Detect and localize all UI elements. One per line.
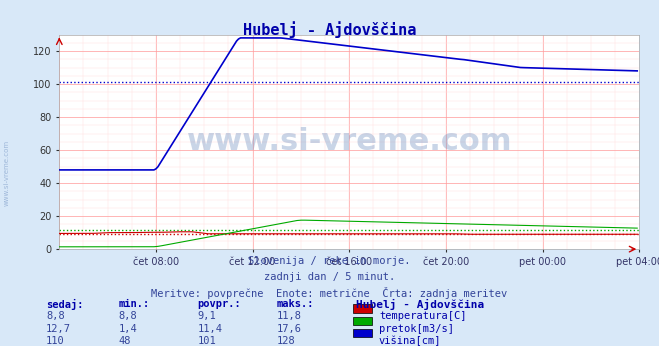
- Text: povpr.:: povpr.:: [198, 299, 241, 309]
- Text: 8,8: 8,8: [119, 311, 137, 321]
- Text: Hubelj - Ajdovščina: Hubelj - Ajdovščina: [243, 21, 416, 38]
- Text: 101: 101: [198, 336, 216, 346]
- Text: višina[cm]: višina[cm]: [379, 336, 442, 346]
- Text: Hubelj - Ajdovščina: Hubelj - Ajdovščina: [356, 299, 484, 310]
- Text: 9,1: 9,1: [198, 311, 216, 321]
- Text: Meritve: povprečne  Enote: metrične  Črta: zadnja meritev: Meritve: povprečne Enote: metrične Črta:…: [152, 287, 507, 299]
- Text: www.si-vreme.com: www.si-vreme.com: [3, 140, 10, 206]
- Text: maks.:: maks.:: [277, 299, 314, 309]
- Text: Slovenija / reke in morje.: Slovenija / reke in morje.: [248, 256, 411, 266]
- Text: www.si-vreme.com: www.si-vreme.com: [186, 127, 512, 156]
- Text: 1,4: 1,4: [119, 324, 137, 334]
- Text: sedaj:: sedaj:: [46, 299, 84, 310]
- Text: 11,8: 11,8: [277, 311, 302, 321]
- Text: zadnji dan / 5 minut.: zadnji dan / 5 minut.: [264, 272, 395, 282]
- Text: 17,6: 17,6: [277, 324, 302, 334]
- Text: 11,4: 11,4: [198, 324, 223, 334]
- Text: 12,7: 12,7: [46, 324, 71, 334]
- Text: temperatura[C]: temperatura[C]: [379, 311, 467, 321]
- Text: 128: 128: [277, 336, 295, 346]
- Text: min.:: min.:: [119, 299, 150, 309]
- Text: 110: 110: [46, 336, 65, 346]
- Text: 48: 48: [119, 336, 131, 346]
- Text: pretok[m3/s]: pretok[m3/s]: [379, 324, 454, 334]
- Text: 8,8: 8,8: [46, 311, 65, 321]
